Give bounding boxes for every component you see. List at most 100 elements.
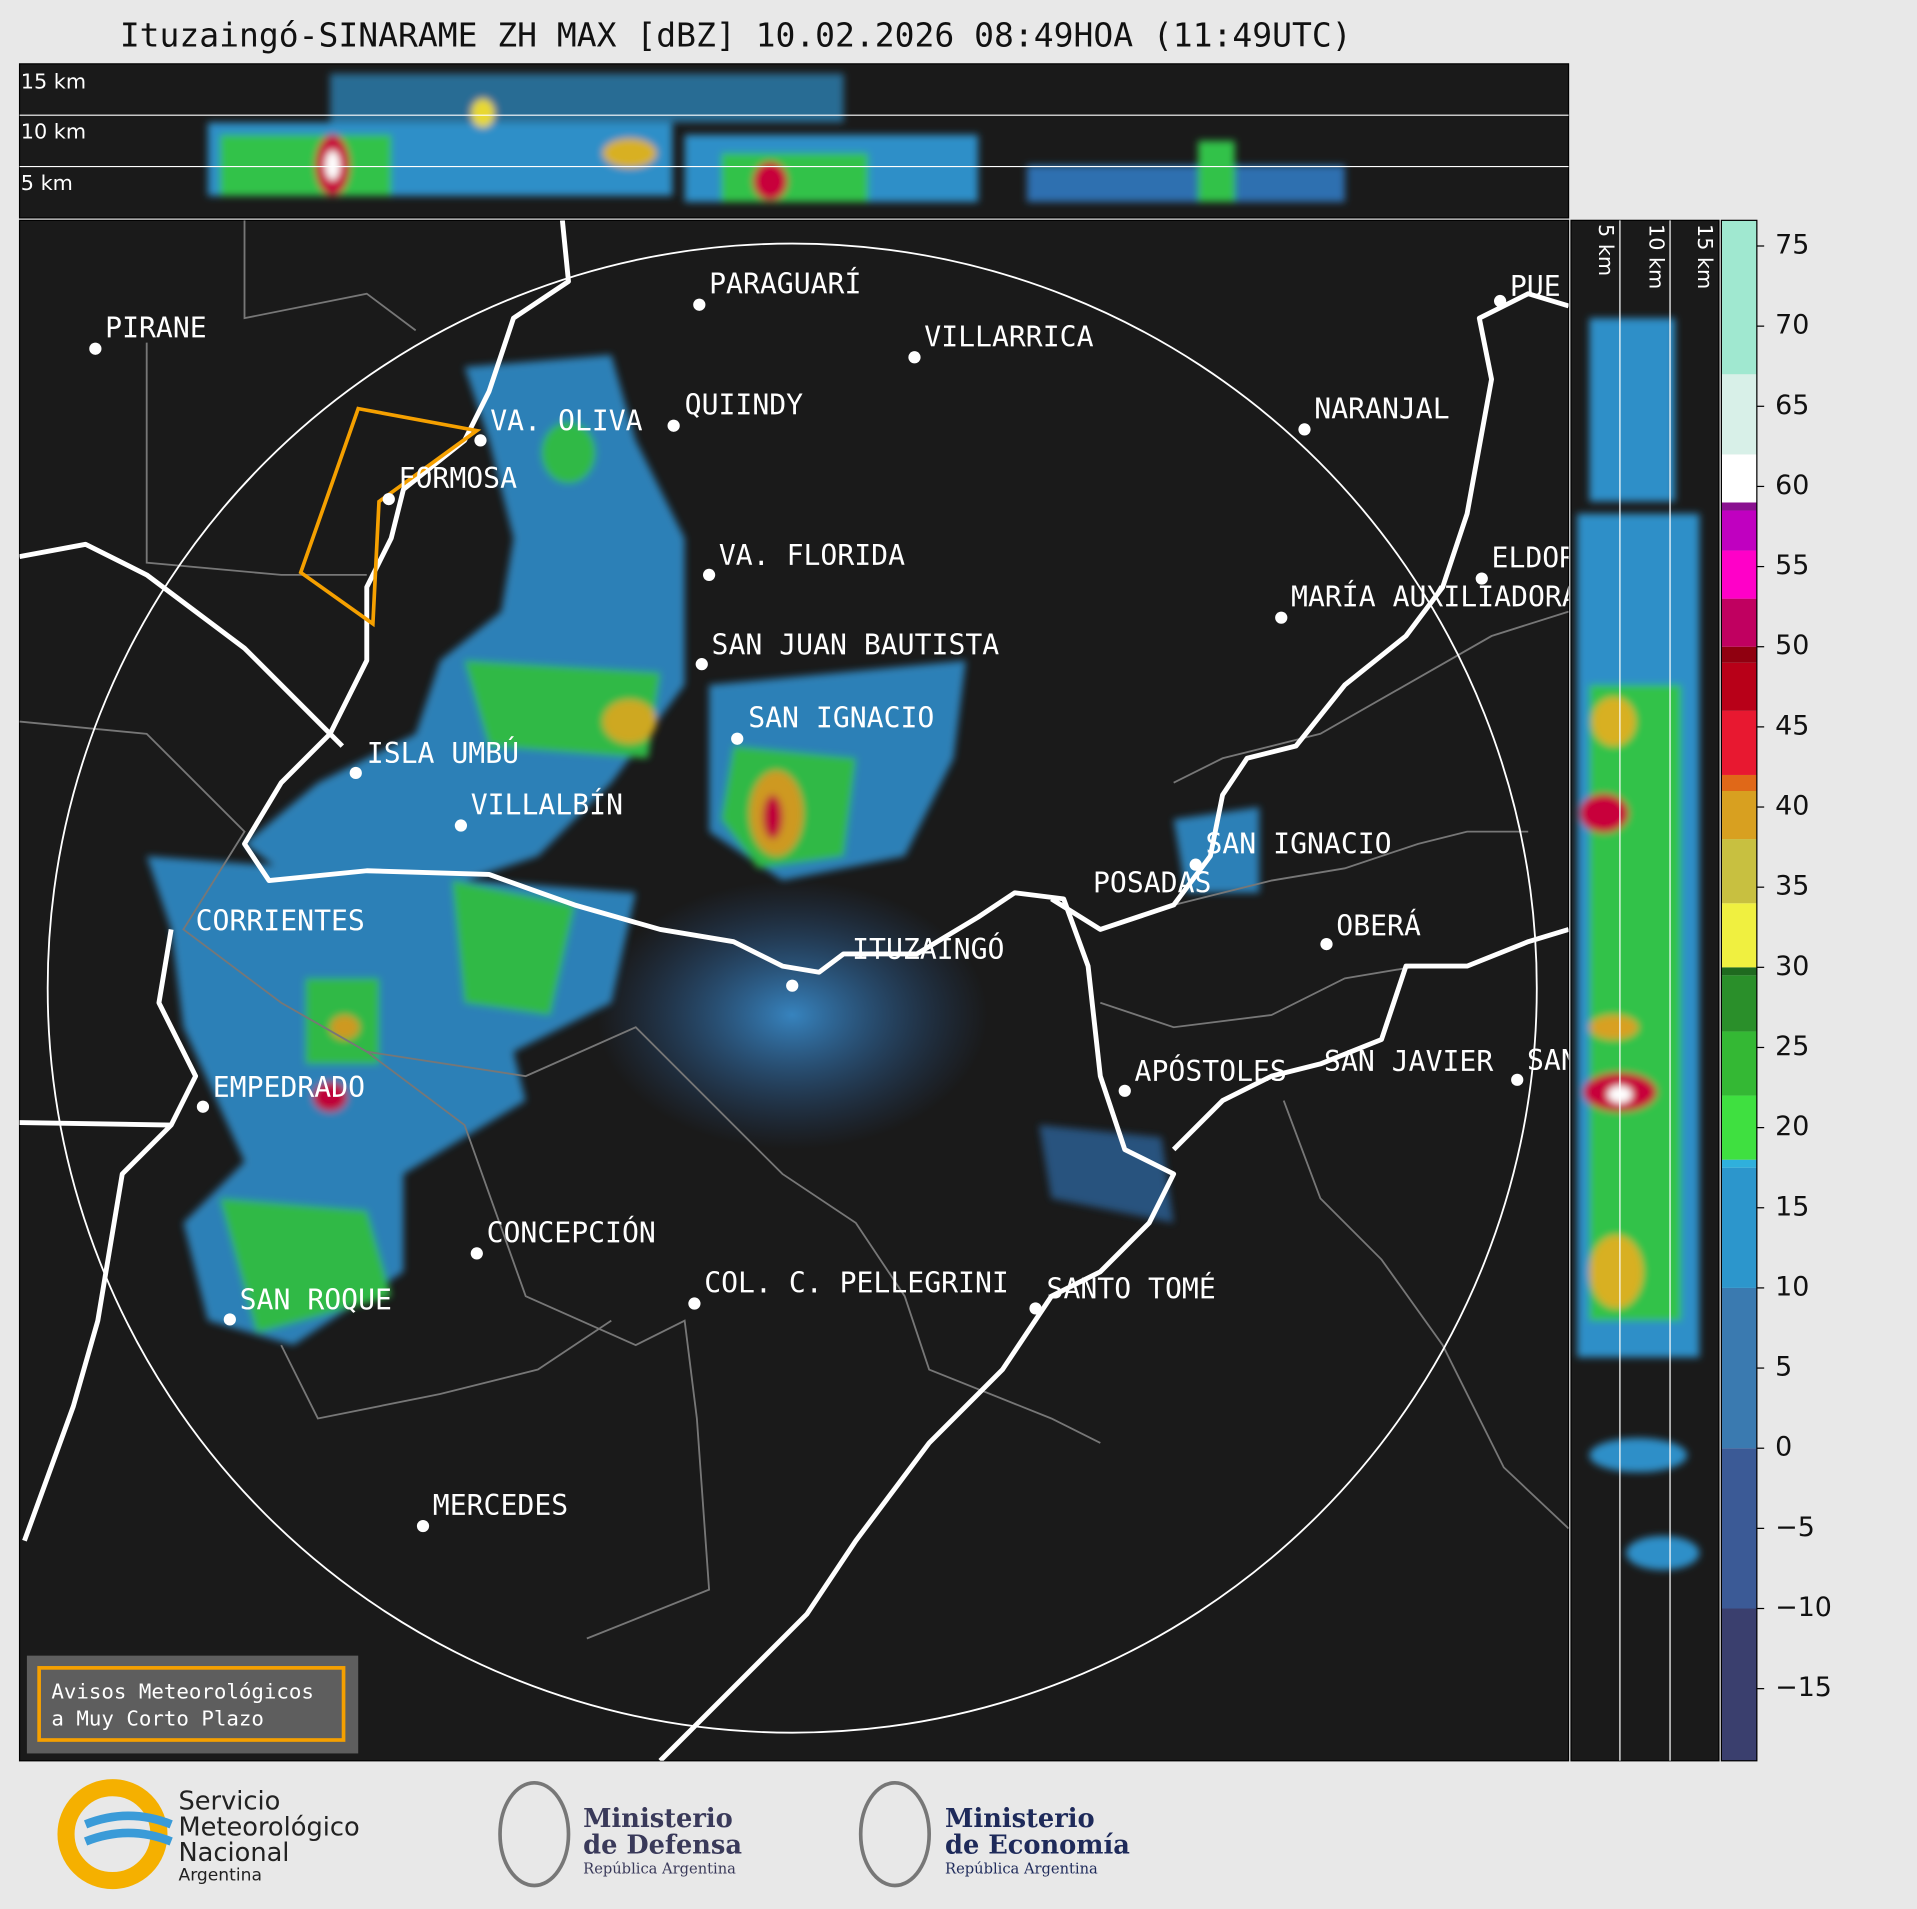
city-label: ITUZAINGÓ bbox=[852, 932, 1004, 966]
city-dot bbox=[1320, 937, 1333, 951]
city-dot bbox=[474, 434, 487, 447]
warning-polygon bbox=[298, 406, 482, 628]
height-label: 15 km bbox=[1693, 224, 1717, 289]
logo-text: Ministerio bbox=[945, 1804, 1095, 1834]
colorbar-tick-label: −15 bbox=[1775, 1672, 1832, 1703]
colorbar-band bbox=[1721, 510, 1757, 551]
city-dot bbox=[223, 1313, 236, 1326]
map: PIRANE PARAGUARÍ VILLARRICA QUIINDY VA. OLIV… bbox=[18, 219, 1627, 1762]
colorbar-band bbox=[1721, 1031, 1757, 1096]
colorbar-band bbox=[1721, 1159, 1757, 1168]
colorbar-tick-label: 10 bbox=[1775, 1271, 1809, 1302]
colorbar-band bbox=[1721, 598, 1757, 647]
warning-text: Avisos Meteorológicos bbox=[51, 1679, 314, 1703]
logo-text: Nacional bbox=[178, 1838, 289, 1868]
city-label: FORMOSA bbox=[399, 462, 518, 495]
city-label: MERCEDES bbox=[433, 1489, 568, 1522]
city-dot bbox=[667, 419, 680, 432]
logo-text: Servicio bbox=[178, 1787, 280, 1817]
city-dot bbox=[470, 1247, 483, 1260]
city-label: POSADAS bbox=[1093, 867, 1211, 900]
colorbar-tick-label: 45 bbox=[1775, 710, 1809, 741]
title: Ituzaingó-SINARAME ZH MAX [dBZ] 10.02.20… bbox=[120, 16, 1352, 55]
city-dot bbox=[1298, 423, 1311, 436]
colorbar-band bbox=[1721, 220, 1757, 375]
city-dot bbox=[702, 568, 716, 582]
logo-text: de Economía bbox=[945, 1831, 1130, 1861]
colorbar-tick-label: 70 bbox=[1775, 310, 1809, 341]
city-dot bbox=[731, 732, 744, 745]
city-label: SAN ROQUE bbox=[240, 1284, 392, 1317]
city-label: PUE bbox=[1510, 270, 1561, 303]
colorbar-band bbox=[1721, 454, 1757, 503]
city-label: SANTO TOMÉ bbox=[1047, 1272, 1216, 1306]
city-label: PARAGUARÍ bbox=[709, 267, 861, 301]
colorbar-tick-label: −5 bbox=[1775, 1512, 1815, 1543]
city-label: ELDORADO bbox=[1492, 542, 1627, 575]
city-dot bbox=[416, 1519, 430, 1533]
city-label: VA. OLIVA bbox=[490, 405, 642, 438]
colorbar-scale bbox=[1721, 220, 1757, 1761]
city-label: SAN JUAN BAUTISTA bbox=[712, 628, 1000, 661]
logo-text: Meteorológico bbox=[178, 1812, 359, 1842]
city-label: CORRIENTES bbox=[196, 905, 365, 938]
smn-logo: Servicio Meteorológico Nacional Argentin… bbox=[57, 1779, 360, 1890]
city-label: EMPEDRADO bbox=[213, 1071, 365, 1104]
defensa-logo: Ministerio de Defensa República Argentin… bbox=[498, 1780, 742, 1888]
city-dot bbox=[1475, 572, 1488, 585]
colorbar-tick-label: 15 bbox=[1775, 1191, 1809, 1222]
city-label: SAN bbox=[1527, 1044, 1578, 1077]
city-dot bbox=[1118, 1084, 1131, 1097]
city-dot bbox=[382, 492, 395, 506]
colorbar-band bbox=[1721, 1287, 1757, 1449]
city-label: VILLARRICA bbox=[924, 320, 1093, 353]
city-dot bbox=[908, 351, 921, 364]
city-label: ISLA UMBÚ bbox=[367, 736, 519, 770]
height-label: 10 km bbox=[21, 119, 86, 143]
colorbar-tick-label: 65 bbox=[1775, 390, 1809, 421]
colorbar-band bbox=[1721, 550, 1757, 599]
city-dot bbox=[1511, 1073, 1524, 1086]
side-panel: 5 km 10 km 15 km bbox=[1570, 219, 1720, 1762]
city-labels: PIRANE PARAGUARÍ VILLARRICA QUIINDY VA. OLIV… bbox=[89, 267, 1627, 1533]
city-label: CONCEPCIÓN bbox=[487, 1215, 656, 1249]
colorbar-tick-label: 50 bbox=[1775, 630, 1809, 661]
city-dot bbox=[693, 298, 706, 311]
city-dot bbox=[1189, 858, 1202, 871]
logo-text: República Argentina bbox=[945, 1860, 1098, 1877]
colorbar-tick-label: 5 bbox=[1775, 1352, 1792, 1383]
colorbar-tick-label: 35 bbox=[1775, 871, 1809, 902]
city-label: SAN IGNACIO bbox=[1205, 828, 1391, 861]
colorbar-band bbox=[1721, 662, 1757, 711]
colorbar-tick-label: 75 bbox=[1775, 229, 1809, 260]
colorbar-tick-label: 0 bbox=[1775, 1432, 1792, 1463]
logo-text: Ministerio bbox=[583, 1804, 733, 1834]
colorbar-tick-label: 55 bbox=[1775, 550, 1809, 581]
colorbar-band bbox=[1721, 1167, 1757, 1288]
colorbar-band bbox=[1721, 790, 1757, 840]
city-label: VILLALBÍN bbox=[471, 788, 623, 822]
colorbar-band bbox=[1721, 774, 1757, 791]
logo-text: República Argentina bbox=[583, 1860, 736, 1877]
colorbar-tick-label: 60 bbox=[1775, 470, 1809, 501]
warning-legend: Avisos Meteorológicos a Muy Corto Plazo bbox=[26, 1655, 359, 1754]
range-ring bbox=[46, 242, 1538, 1734]
colorbar-tick-label: 20 bbox=[1775, 1111, 1809, 1142]
colorbar-band bbox=[1721, 646, 1757, 663]
economia-logo: Ministerio de Economía República Argenti… bbox=[858, 1780, 1130, 1888]
city-dot bbox=[688, 1297, 701, 1310]
colorbar-frame bbox=[1720, 219, 1758, 1762]
city-label: PIRANE bbox=[105, 312, 207, 345]
colorbar-band bbox=[1721, 1448, 1757, 1609]
footer: Servicio Meteorológico Nacional Argentin… bbox=[57, 1779, 1130, 1890]
colorbar-band bbox=[1721, 967, 1757, 976]
city-label: SAN IGNACIO bbox=[748, 702, 934, 735]
city-dot bbox=[454, 819, 468, 832]
colorbar-tick-label: −10 bbox=[1775, 1592, 1832, 1623]
colorbar-band bbox=[1721, 502, 1757, 511]
colorbar-tick-label: 40 bbox=[1775, 791, 1809, 822]
city-label: QUIINDY bbox=[685, 389, 804, 422]
city-dot bbox=[89, 342, 102, 355]
height-label: 15 km bbox=[21, 69, 86, 93]
